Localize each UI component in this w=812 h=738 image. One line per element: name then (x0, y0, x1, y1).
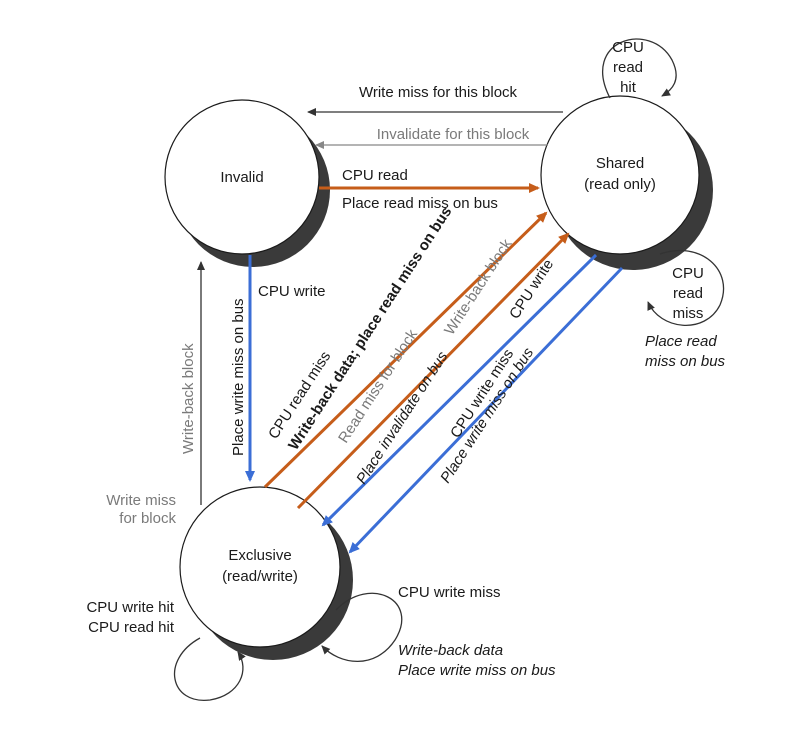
write-miss-this-block-label: Write miss for this block (359, 84, 518, 101)
shared-read-hit-loop (602, 38, 677, 99)
cpu-write-miss-excl-label: CPU write miss (398, 584, 501, 601)
exclusive-label: Exclusive (228, 547, 291, 564)
shared-read-miss-line2: read (673, 285, 703, 302)
write-miss-for-block-line2: for block (119, 510, 176, 527)
place-read-miss-label: Place read miss on bus (342, 195, 498, 212)
cpu-read-hit-label: CPU read hit (88, 619, 175, 636)
place-write-miss-label: Place write miss on bus (230, 298, 247, 456)
exclusive-hit-loop (173, 637, 246, 701)
cpu-write-label: CPU write (258, 283, 326, 300)
shared-state-node (540, 95, 700, 255)
place-read-miss-shared-line2: miss on bus (645, 353, 726, 370)
shared-sublabel: (read only) (584, 176, 656, 193)
invalid-label: Invalid (220, 169, 263, 186)
cpu-read-label: CPU read (342, 167, 408, 184)
shared-read-miss-line1: CPU (672, 265, 704, 282)
write-back-place-read-miss-label: Write-back data; place read miss on bus (285, 204, 455, 454)
shared-read-miss-line3: miss (673, 305, 704, 322)
exclusive-state-node (179, 486, 341, 648)
shared-read-hit-line1: CPU (612, 39, 644, 56)
write-back-block-left-label: Write-back block (180, 343, 197, 454)
cpu-write-hit-label: CPU write hit (86, 599, 174, 616)
place-read-miss-shared-line1: Place read (645, 333, 717, 350)
read-miss-exclusive-to-shared (296, 232, 570, 510)
shared-read-hit-line2: read (613, 59, 643, 76)
cpu-write-shared-to-exclusive (321, 253, 598, 527)
write-miss-shared-to-exclusive (348, 266, 624, 554)
place-write-miss-diag-label: Place write miss on bus (437, 344, 537, 486)
write-miss-for-block-line1: Write miss (106, 492, 176, 509)
place-write-miss-excl-label: Place write miss on bus (398, 662, 556, 679)
exclusive-write-miss-loop (321, 592, 403, 663)
shared-read-hit-line3: hit (620, 79, 637, 96)
shared-label: Shared (596, 155, 644, 172)
invalidate-this-block-label: Invalidate for this block (377, 126, 530, 143)
shared-read-miss-loop (647, 249, 725, 326)
exclusive-sublabel: (read/write) (222, 568, 298, 585)
write-back-data-label: Write-back data (398, 642, 503, 659)
cpu-read-miss-exclusive-to-shared (263, 211, 548, 489)
invalid-state-node (164, 99, 320, 255)
